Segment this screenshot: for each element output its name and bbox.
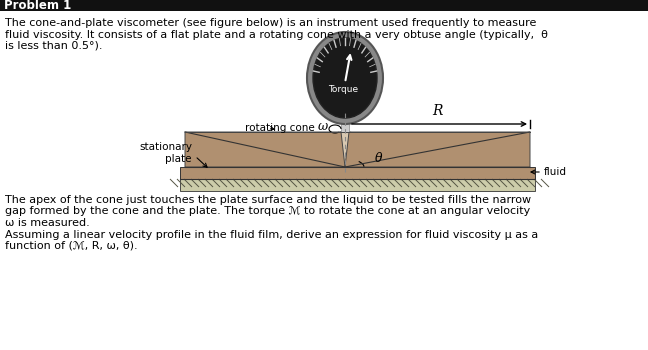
Text: gap formed by the cone and the plate. The torque ℳ to rotate the cone at an angu: gap formed by the cone and the plate. Th… [5, 206, 530, 217]
Polygon shape [185, 132, 530, 167]
Text: Torque: Torque [328, 85, 358, 94]
Bar [180, 179, 535, 191]
Bar [0, 0, 648, 11]
Bar [180, 167, 535, 179]
Polygon shape [185, 132, 345, 167]
Bar [341, 115, 349, 132]
Text: stationary
plate: stationary plate [139, 142, 192, 164]
Text: fluid viscosity. It consists of a flat plate and a rotating cone with a very obt: fluid viscosity. It consists of a flat p… [5, 29, 548, 40]
Polygon shape [345, 132, 530, 167]
Text: ω is measured.: ω is measured. [5, 218, 90, 228]
Text: function of (ℳ, R, ω, θ).: function of (ℳ, R, ω, θ). [5, 241, 137, 251]
Text: Assuming a linear velocity profile in the fluid film, derive an expression for f: Assuming a linear velocity profile in th… [5, 230, 538, 239]
Text: Problem 1: Problem 1 [4, 0, 71, 12]
Text: The cone-and-plate viscometer (see figure below) is an instrument used frequentl: The cone-and-plate viscometer (see figur… [5, 18, 537, 28]
Text: R: R [432, 104, 443, 118]
Text: fluid: fluid [544, 167, 567, 177]
Ellipse shape [313, 38, 377, 118]
Ellipse shape [307, 32, 383, 124]
Text: rotating cone: rotating cone [245, 123, 315, 133]
Text: ω: ω [318, 119, 328, 133]
Text: is less than 0.5°).: is less than 0.5°). [5, 41, 102, 51]
Text: The apex of the cone just touches the plate surface and the liquid to be tested : The apex of the cone just touches the pl… [5, 195, 531, 205]
Text: θ: θ [375, 153, 382, 166]
